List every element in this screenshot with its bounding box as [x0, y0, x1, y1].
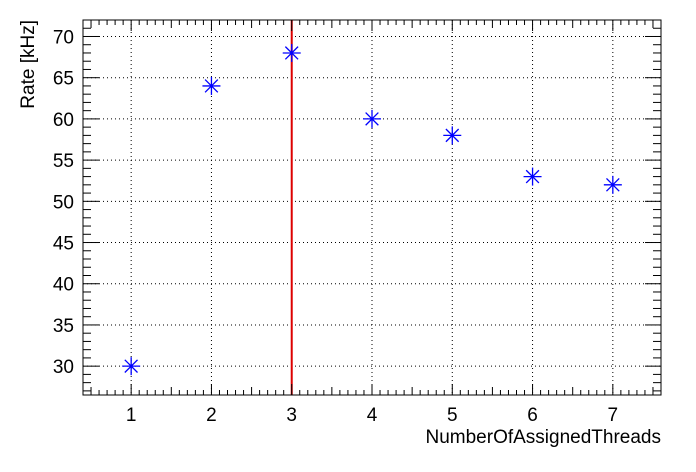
x-tick-label: 2 [206, 405, 217, 426]
data-points [122, 43, 622, 376]
y-tick-label: 35 [53, 316, 74, 337]
y-tick-labels: 30 35 40 45 50 55 60 65 70 [53, 27, 74, 378]
data-point [603, 175, 622, 194]
axis-ticks [83, 19, 661, 395]
data-point [363, 109, 381, 128]
y-tick-label: 65 [53, 69, 74, 90]
data-point [202, 76, 221, 95]
y-tick-label: 70 [53, 27, 74, 48]
y-tick-label: 55 [53, 151, 74, 172]
data-point [523, 167, 542, 186]
data-point [282, 43, 301, 62]
marker-stroke [124, 359, 138, 373]
marker-stroke [284, 46, 299, 60]
x-tick-label: 4 [367, 405, 378, 426]
y-tick-label: 60 [53, 110, 74, 131]
x-tick-label: 6 [527, 405, 538, 426]
x-tick-label: 3 [286, 405, 297, 426]
y-tick-label: 50 [53, 192, 74, 213]
x-tick-label: 5 [447, 405, 458, 426]
y-tick-label: 40 [53, 275, 74, 296]
x-axis-title: NumberOfAssignedThreads [426, 427, 662, 448]
x-tick-label: 1 [126, 405, 137, 426]
x-tick-labels: 1 2 3 4 5 6 7 [126, 405, 618, 426]
marker-stroke [445, 128, 460, 143]
marker-stroke [606, 178, 620, 192]
y-tick-label: 45 [53, 234, 74, 255]
data-point [443, 126, 462, 145]
data-point [122, 357, 141, 376]
y-axis-title: Rate [kHz] [18, 20, 39, 109]
x-tick-label: 7 [608, 405, 619, 426]
marker-stroke [204, 79, 219, 93]
marker-stroke [365, 112, 379, 126]
y-tick-label: 30 [53, 357, 74, 378]
marker-stroke [525, 169, 540, 184]
